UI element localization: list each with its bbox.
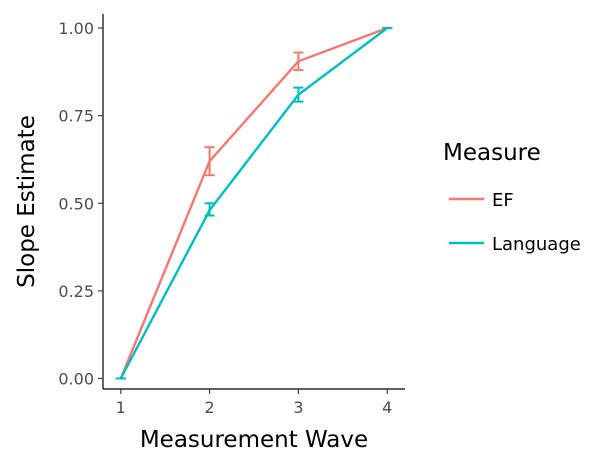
- x-tick-label: 1: [116, 398, 126, 417]
- x-tick-label: 3: [293, 398, 303, 417]
- y-tick-label: 1.00: [58, 19, 94, 38]
- legend-item: Language: [449, 234, 581, 255]
- legend-label: Language: [492, 234, 581, 255]
- axes: [102, 14, 405, 390]
- ticks: 0.00 0.25 0.50 0.75 1.00 1 2 3 4: [58, 19, 392, 417]
- series-line: [119, 26, 388, 379]
- series-language: [115, 27, 393, 380]
- legend-item: EF: [449, 190, 514, 211]
- plot-area: [115, 26, 393, 380]
- x-tick-label: 4: [382, 398, 392, 417]
- series-line: [119, 27, 388, 380]
- error-bar: [204, 202, 215, 217]
- legend-items: EF Language: [449, 190, 581, 255]
- x-tick-label: 2: [204, 398, 214, 417]
- y-axis-title: Slope Estimate: [14, 115, 40, 288]
- y-tick-label: 0.25: [58, 282, 94, 301]
- y-tick-label: 0.50: [58, 194, 94, 213]
- legend-label: EF: [492, 190, 514, 211]
- legend-title: Measure: [443, 140, 541, 166]
- x-axis-title: Measurement Wave: [140, 427, 368, 453]
- y-tick-label: 0.75: [58, 107, 94, 126]
- series-ef: [115, 26, 393, 380]
- y-tick-label: 0.00: [58, 369, 94, 388]
- legend: Measure EF Language: [443, 140, 581, 255]
